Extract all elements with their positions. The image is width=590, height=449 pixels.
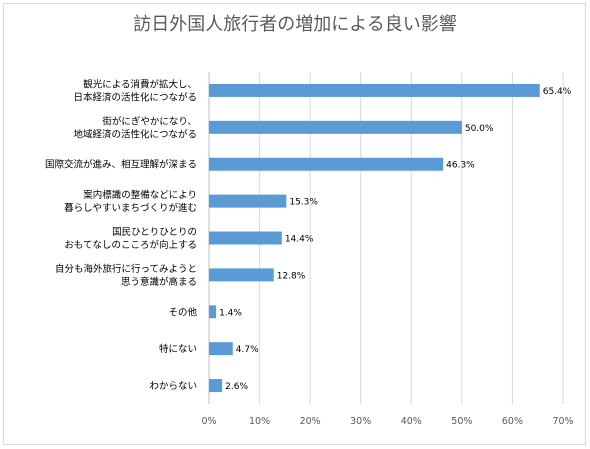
data-label: 65.4% — [543, 87, 572, 97]
x-tick-label: 0% — [201, 416, 216, 427]
bar — [209, 342, 233, 356]
bar — [209, 194, 287, 208]
bar — [209, 120, 462, 134]
bar — [209, 268, 274, 282]
bar — [209, 83, 540, 97]
data-label: 12.8% — [277, 271, 306, 281]
category-label: 観光による消費が拡大し、日本経済の活性化につながる — [73, 78, 197, 103]
bar — [209, 157, 444, 171]
data-label: 14.4% — [285, 235, 314, 245]
bar — [209, 305, 217, 319]
x-tick-label: 50% — [451, 416, 472, 427]
x-tick-label: 60% — [502, 416, 523, 427]
data-label: 15.3% — [289, 198, 318, 208]
category-label: 自分も海外旅行に行ってみようと思う意識が高まる — [55, 263, 197, 288]
x-tick-label: 20% — [300, 416, 321, 427]
bar — [209, 231, 282, 245]
category-label: その他 — [168, 306, 197, 318]
x-tick-label: 70% — [552, 416, 573, 427]
chart-frame — [3, 3, 586, 445]
x-tick-label: 30% — [350, 416, 371, 427]
category-label: わからない — [149, 381, 197, 392]
category-label: 特にない — [159, 343, 197, 355]
data-label: 50.0% — [465, 124, 494, 134]
category-label: 案内標識の整備などにより暮らしやすいまちづくりが進む — [64, 189, 197, 214]
category-label: 街がにぎやかになり、地域経済の活性化につながる — [73, 115, 197, 140]
bar — [209, 379, 223, 393]
category-label: 国民ひとりひとりのおもてなしのこころが向上する — [64, 227, 197, 251]
category-label: 国際交流が進み、相互理解が深まる — [45, 159, 197, 171]
data-label: 4.7% — [236, 345, 259, 355]
chart-title: 訪日外国人旅行者の増加による良い影響 — [133, 14, 457, 35]
data-label: 46.3% — [446, 161, 475, 171]
data-label: 2.6% — [225, 382, 248, 392]
x-tick-label: 10% — [249, 416, 270, 427]
x-tick-label: 40% — [401, 416, 422, 427]
data-label: 1.4% — [219, 308, 242, 318]
